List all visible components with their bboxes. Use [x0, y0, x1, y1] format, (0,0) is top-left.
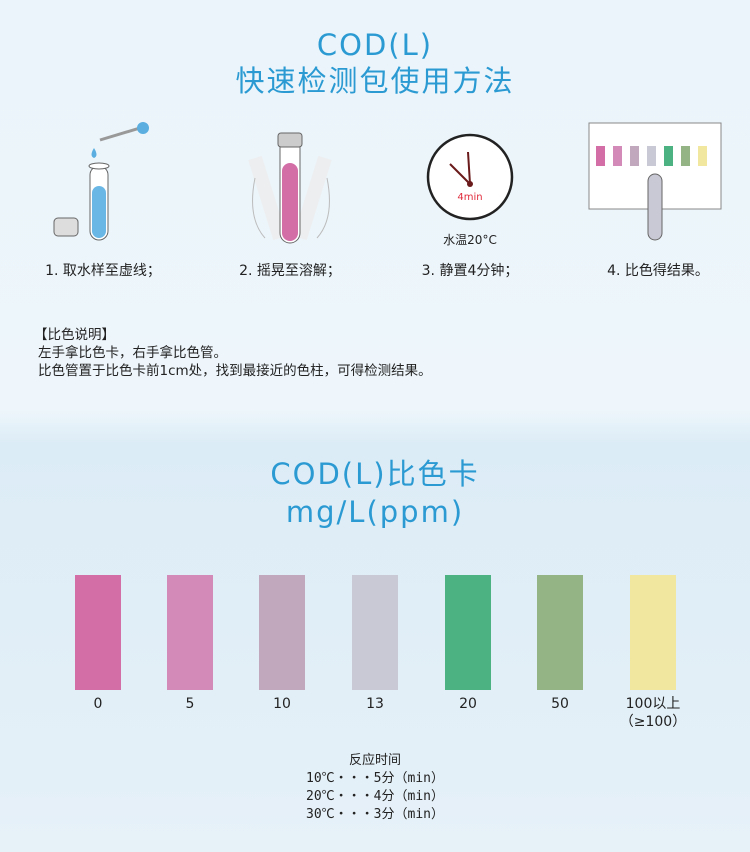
page-title-line2: 快速检测包使用方法 — [235, 64, 515, 98]
swatch-value: 10 — [273, 696, 291, 712]
clock-icon — [426, 133, 514, 221]
color-card-title: COD(L)比色卡 — [270, 457, 480, 491]
step-1-label: 1. 取水样至虚线； — [45, 263, 161, 279]
color-card-unit: mg/L(ppm) — [285, 495, 465, 529]
color-swatch-100以上 — [630, 575, 676, 690]
reaction-time-row: 10℃・・・5分（min） — [306, 771, 444, 786]
swatch-value: 20 — [459, 696, 477, 712]
page-title-line1: COD(L) — [316, 28, 434, 62]
reaction-time-row: 30℃・・・3分（min） — [306, 807, 444, 822]
swatch-label: 10 — [237, 695, 327, 713]
note-line-1: 左手拿比色卡，右手拿比色管。 — [38, 345, 227, 361]
swatch-value: 50 — [551, 696, 569, 712]
swatch-label: 0 — [53, 695, 143, 713]
swatch-label: 50 — [515, 695, 605, 713]
swatch-sub-value: （≥100） — [619, 714, 687, 730]
swatch-label: 100以上 （≥100） — [608, 695, 698, 731]
swatch-value: 0 — [93, 696, 103, 712]
color-swatch-0 — [75, 575, 121, 690]
color-swatch-20 — [445, 575, 491, 690]
swatch-label: 5 — [145, 695, 235, 713]
clock-time-text: 4min — [457, 192, 483, 203]
note-line-2: 比色管置于比色卡前1cm处，找到最接近的色柱，可得检测结果。 — [38, 363, 432, 379]
swatch-label: 13 — [330, 695, 420, 713]
color-swatch-50 — [537, 575, 583, 690]
swatch-value: 5 — [185, 696, 195, 712]
swatch-value: 13 — [366, 696, 384, 712]
reaction-time-row: 20℃・・・4分（min） — [306, 789, 444, 804]
reaction-time-table: 反应时间 10℃・・・5分（min） 20℃・・・4分（min） 30℃・・・3… — [0, 752, 750, 824]
color-compare-instructions: 【比色说明】 左手拿比色卡，右手拿比色管。 比色管置于比色卡前1cm处，找到最接… — [34, 326, 432, 380]
shake-tube-icon — [248, 132, 332, 244]
swatch-value: 100以上 — [625, 696, 681, 712]
color-swatch-5 — [167, 575, 213, 690]
water-temp-caption: 水温20°C — [443, 233, 497, 247]
step-3-label: 3. 静置4分钟； — [421, 263, 519, 279]
step-4-label: 4. 比色得结果。 — [607, 263, 709, 279]
test-tube-dropper-icon — [53, 122, 149, 241]
color-card-compare-icon — [588, 122, 722, 241]
color-swatch-10 — [259, 575, 305, 690]
step-2-label: 2. 摇晃至溶解； — [239, 263, 341, 279]
note-heading: 【比色说明】 — [34, 327, 115, 343]
color-swatch-13 — [352, 575, 398, 690]
reaction-time-heading: 反应时间 — [348, 753, 401, 768]
swatch-label: 20 — [423, 695, 513, 713]
